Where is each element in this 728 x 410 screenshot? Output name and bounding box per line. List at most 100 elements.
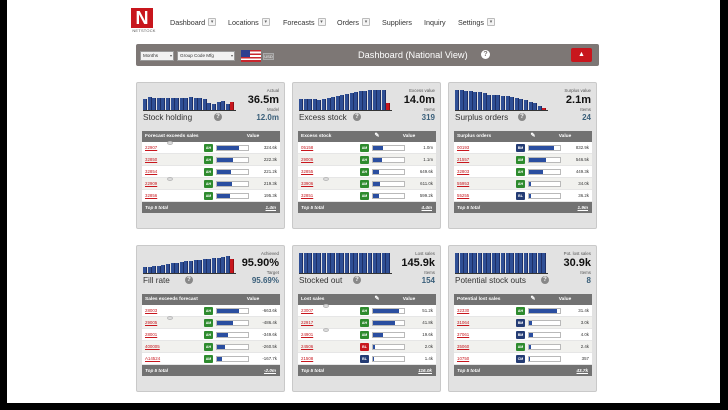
item-code-link[interactable]: A14524 [142, 356, 192, 361]
nav-forecasts[interactable]: Forecasts ▾ [283, 15, 326, 29]
nav-orders[interactable]: Orders ▾ [337, 15, 370, 29]
table-row[interactable]: 32855 AH 649.6k [298, 166, 436, 178]
comment-icon[interactable] [323, 177, 329, 181]
nav-suppliers[interactable]: Suppliers [382, 15, 412, 29]
comment-icon[interactable] [167, 177, 173, 181]
trend-chart[interactable] [299, 89, 392, 111]
total-value[interactable]: 43.7k [576, 368, 589, 373]
table-row[interactable]: 22917 AH 41.8k [298, 317, 436, 329]
kpi-card[interactable]: Excess value 14.0m Items 319 Excess stock? Ex… [292, 82, 441, 229]
nav-dashboard[interactable]: Dashboard ▾ [170, 15, 217, 29]
table-row[interactable]: 21557 AM 546.5k [454, 154, 592, 166]
currency-label[interactable]: USD [263, 53, 274, 60]
table-row[interactable]: 24901 AM 19.6k [298, 328, 436, 341]
table-row[interactable]: A14524 AM -167.7k [142, 353, 280, 365]
table-row[interactable]: 33906 AM 611.0k [298, 177, 436, 190]
comment-icon[interactable] [323, 328, 329, 332]
help-icon[interactable]: ? [353, 113, 361, 121]
item-code-link[interactable]: 21557 [454, 157, 504, 162]
edit-icon[interactable] [216, 131, 226, 142]
trend-chart[interactable] [455, 252, 548, 274]
table-row[interactable]: 22907 AH 324.6k [142, 141, 280, 154]
item-code-link[interactable]: 00193 [454, 145, 504, 150]
table-row[interactable]: 21508 BL 1.4k [298, 353, 436, 365]
trend-chart[interactable] [455, 89, 548, 111]
item-code-link[interactable]: 22917 [298, 320, 348, 325]
help-icon[interactable]: ? [214, 113, 222, 121]
item-code-link[interactable]: 31064 [454, 320, 504, 325]
table-row[interactable]: 28003 AH -663.6k [142, 305, 280, 317]
item-code-link[interactable]: 32850 [142, 157, 192, 162]
netstock-logo[interactable]: N NETSTOCK [131, 8, 157, 36]
total-value[interactable]: 116.0k [418, 368, 432, 373]
user-button[interactable]: ▲ [571, 48, 592, 62]
edit-icon[interactable]: ✎ [374, 296, 380, 302]
item-code-link[interactable]: 22909 [142, 177, 192, 186]
table-row[interactable]: 32851 AM 599.2k [298, 190, 436, 202]
table-row[interactable]: 32803 AH 449.3k [454, 166, 592, 178]
comment-icon[interactable] [167, 141, 173, 145]
item-code-link[interactable]: 28001 [142, 332, 192, 337]
help-icon[interactable]: ? [541, 276, 549, 284]
table-row[interactable]: 00193 BM 832.9k [454, 142, 592, 154]
item-code-link[interactable]: 37061 [454, 332, 504, 337]
kpi-card[interactable]: Actual 36.5m Model 12.0m Stock holding? Forec… [136, 82, 285, 229]
item-code-link[interactable]: 24901 [298, 328, 348, 337]
table-row[interactable]: 32330 AH 31.4k [454, 305, 592, 317]
table-row[interactable]: 22909 AH 219.3k [142, 177, 280, 190]
help-icon[interactable]: ? [518, 113, 526, 121]
item-code-link[interactable]: 35060 [454, 344, 504, 349]
chevron-down-icon[interactable]: ▾ [208, 18, 217, 26]
item-code-link[interactable]: 29006 [298, 157, 348, 162]
table-row[interactable]: 23007 AH 51.2k [298, 304, 436, 317]
item-code-link[interactable]: 28003 [142, 308, 192, 313]
table-row[interactable]: 05158 AM 1.0m [298, 142, 436, 154]
help-icon[interactable]: ? [481, 50, 490, 59]
chevron-down-icon[interactable]: ▾ [261, 18, 270, 26]
help-icon[interactable]: ? [353, 276, 361, 284]
table-row[interactable]: 10750 CM 357 [454, 353, 592, 365]
table-row[interactable]: 32856 AM 195.3k [142, 190, 280, 202]
item-code-link[interactable]: 29005 [142, 316, 192, 325]
kpi-card[interactable]: Lost sales 145.9k Items 154 Stocked out? Lost… [292, 245, 441, 392]
chevron-down-icon[interactable]: ▾ [486, 18, 495, 26]
item-code-link[interactable]: 55953 [454, 181, 504, 186]
comment-icon[interactable] [323, 304, 329, 308]
comment-icon[interactable] [167, 316, 173, 320]
item-code-link[interactable]: 24506 [298, 344, 348, 349]
trend-chart[interactable] [299, 252, 392, 274]
trend-chart[interactable] [143, 89, 236, 111]
table-row[interactable]: 35060 AM 2.4k [454, 341, 592, 353]
nav-settings[interactable]: Settings ▾ [458, 15, 495, 29]
table-row[interactable]: 55953 AH 34.0k [454, 178, 592, 190]
total-value[interactable]: -2.0m [263, 368, 276, 373]
table-row[interactable]: 29005 AM -486.4k [142, 316, 280, 329]
edit-icon[interactable] [216, 294, 226, 305]
edit-icon[interactable]: ✎ [530, 296, 536, 302]
total-value[interactable]: 1.4m [265, 205, 276, 210]
item-code-link[interactable]: 55255 [454, 193, 504, 198]
kpi-card[interactable]: Surplus value 2.1m Items 24 Surplus orders? S… [448, 82, 597, 229]
item-code-link[interactable]: 32854 [142, 169, 192, 174]
item-code-link[interactable]: 33906 [298, 177, 348, 186]
item-code-link[interactable]: 23007 [298, 304, 348, 313]
item-code-link[interactable]: 32856 [142, 193, 192, 198]
item-code-link[interactable]: 05158 [298, 145, 348, 150]
us-flag-icon[interactable] [241, 50, 261, 62]
table-row[interactable]: 28001 AH -349.6k [142, 329, 280, 341]
total-value[interactable]: 4.4m [421, 205, 432, 210]
table-row[interactable]: 37061 BM 4.0k [454, 329, 592, 341]
chevron-down-icon[interactable]: ▾ [361, 18, 370, 26]
trend-chart[interactable] [143, 252, 236, 274]
period-select[interactable]: Months ▾ [140, 51, 174, 61]
group-select[interactable]: Group Code Mfg ▾ [177, 51, 235, 61]
item-code-link[interactable]: 32803 [454, 169, 504, 174]
table-row[interactable]: 32850 AH 222.3k [142, 154, 280, 166]
item-code-link[interactable]: 32851 [298, 193, 348, 198]
help-icon[interactable]: ? [185, 276, 193, 284]
table-row[interactable]: 29006 AH 1.1m [298, 154, 436, 166]
item-code-link[interactable]: 32330 [454, 308, 504, 313]
table-row[interactable]: 24506 BL 2.0k [298, 341, 436, 353]
table-row[interactable]: 31064 BM 3.0k [454, 317, 592, 329]
item-code-link[interactable]: 32855 [298, 169, 348, 174]
